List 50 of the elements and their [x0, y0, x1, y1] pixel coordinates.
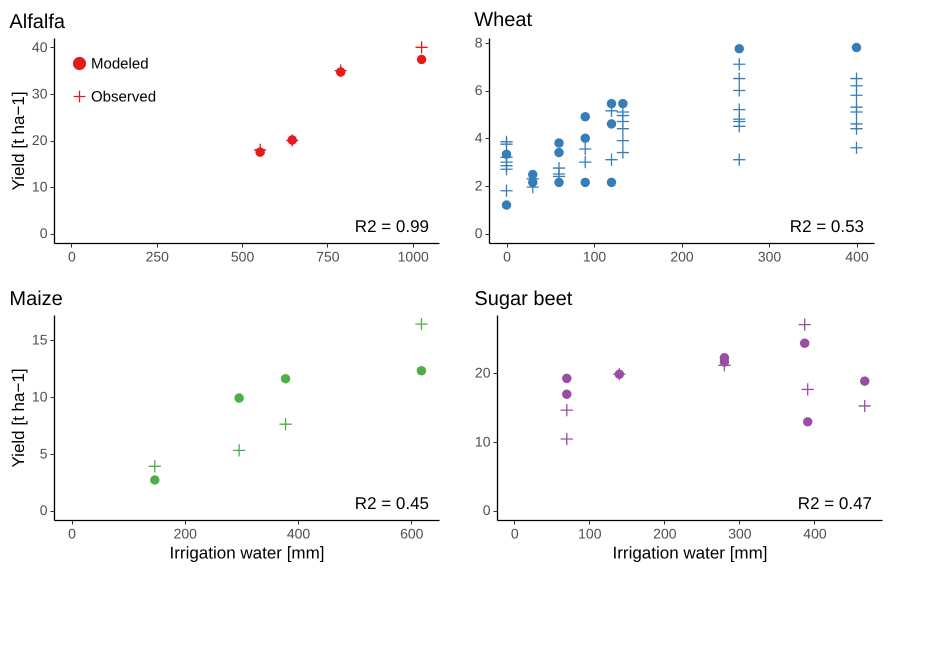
y-tick-label: 0 — [482, 502, 491, 518]
y-tick-label: 10 — [474, 433, 491, 450]
chart-title: Wheat — [474, 8, 532, 31]
y-tick-label: 8 — [474, 34, 483, 50]
y-tick-label: 0 — [40, 502, 48, 518]
annotation: R2 = 0.45 — [354, 494, 429, 513]
y-tick-label: 6 — [474, 82, 483, 98]
x-tick-label: 750 — [316, 248, 340, 264]
y-axis-title: Yield [t ha−1] — [8, 91, 28, 191]
chart-title: Alfalfa — [9, 11, 66, 33]
y-tick-label: 20 — [32, 132, 48, 148]
y-tick-label: 20 — [474, 364, 491, 380]
x-tick-label: 250 — [146, 248, 170, 264]
x-tick-label: 400 — [845, 248, 869, 264]
x-tick-label: 0 — [503, 248, 512, 264]
x-tick-label: 600 — [400, 526, 424, 542]
x-tick-label: 200 — [670, 248, 694, 264]
x-tick-label: 200 — [653, 526, 677, 542]
y-tick-label: 40 — [32, 38, 48, 55]
x-tick-label: 100 — [582, 248, 606, 264]
annotation: R2 = 0.53 — [790, 217, 864, 236]
legend-label: Modeled — [91, 56, 149, 72]
x-tick-label: 0 — [68, 526, 76, 542]
y-tick-label: 30 — [32, 85, 48, 102]
x-tick-label: 500 — [230, 248, 254, 264]
x-axis-title: Irrigation water [mm] — [170, 544, 324, 562]
x-tick-label: 1000 — [398, 248, 429, 264]
legend-label: Observed — [91, 88, 156, 106]
x-tick-label: 100 — [578, 526, 602, 542]
x-tick-label: 400 — [286, 526, 310, 542]
x-axis-title: Irrigation water [mm] — [612, 544, 768, 562]
y-tick-label: 10 — [32, 178, 48, 195]
annotation: R2 = 0.47 — [798, 494, 872, 513]
annotation: R2 = 0.99 — [354, 217, 429, 236]
y-tick-label: 0 — [40, 225, 48, 242]
x-tick-label: 400 — [803, 526, 827, 542]
x-tick-label: 300 — [728, 526, 752, 542]
x-tick-label: 300 — [758, 248, 782, 264]
y-tick-label: 5 — [40, 445, 48, 462]
x-tick-label: 0 — [68, 248, 76, 264]
chart-title: Sugar beet — [474, 288, 573, 310]
x-tick-label: 0 — [510, 526, 519, 542]
y-tick-label: 2 — [474, 177, 483, 194]
y-tick-label: 4 — [474, 130, 483, 146]
y-axis-title: Yield [t ha−1] — [8, 368, 28, 468]
y-tick-label: 0 — [474, 225, 483, 242]
y-tick-label: 15 — [32, 332, 48, 348]
x-tick-label: 200 — [174, 526, 198, 542]
y-tick-label: 10 — [32, 388, 48, 404]
chart-title: Maize — [9, 288, 63, 310]
